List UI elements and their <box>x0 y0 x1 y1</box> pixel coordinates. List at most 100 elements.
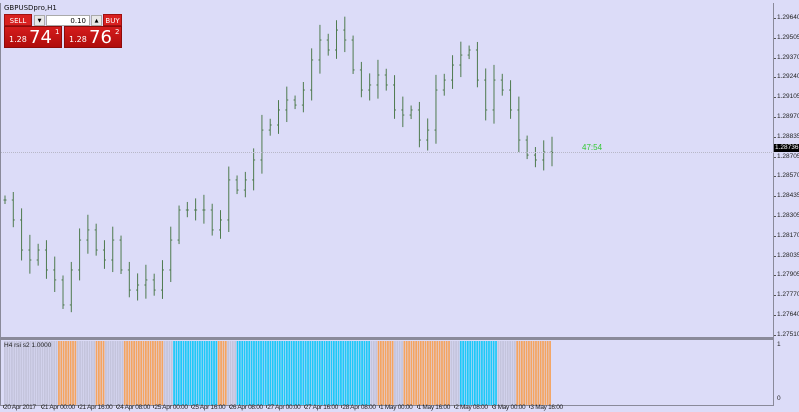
histogram-bar-low <box>130 341 133 405</box>
histogram-bar-low <box>217 341 220 405</box>
ohlc-bar <box>343 16 347 53</box>
sell-price-button[interactable]: 1.28 74 1 <box>4 26 62 48</box>
price-axis-label: 1.29240 <box>777 73 799 81</box>
histogram-bar-high <box>297 341 300 405</box>
histogram-bar-high <box>269 341 272 405</box>
histogram-bar-neutral <box>25 341 27 405</box>
histogram-bar-high <box>304 341 307 405</box>
histogram-bar-high <box>276 341 279 405</box>
lot-size-input[interactable]: 0.10 <box>46 15 90 26</box>
histogram-bar-high <box>481 341 483 405</box>
histogram-bar-low <box>142 341 145 405</box>
histogram-bar-neutral <box>51 341 53 405</box>
ohlc-bar <box>285 86 289 123</box>
ohlc-bar <box>44 240 48 279</box>
ohlc-bar <box>127 261 131 298</box>
histogram-bar-neutral <box>109 341 112 405</box>
histogram-bar-low <box>532 341 535 405</box>
histogram-bar-high <box>302 341 305 405</box>
histogram-bar-high <box>250 341 253 405</box>
histogram-bar-high <box>187 341 190 405</box>
ohlc-bar <box>194 198 198 221</box>
histogram-bar-neutral <box>502 341 504 405</box>
price-axis-label: 1.28170 <box>777 231 799 239</box>
histogram-bar-high <box>253 341 255 405</box>
histogram-bar-high <box>476 341 479 405</box>
histogram-bar-low <box>528 341 530 405</box>
histogram-bar-neutral <box>234 341 237 405</box>
histogram-bar-neutral <box>401 341 403 405</box>
time-axis-tick <box>115 405 117 408</box>
histogram-bar-neutral <box>15 341 18 405</box>
price-axis-label: 1.27905 <box>777 271 799 279</box>
sell-button[interactable]: SELL <box>4 14 32 26</box>
histogram-bar-neutral <box>506 341 509 405</box>
histogram-bar-neutral <box>497 341 500 405</box>
price-axis-label: 1.29105 <box>777 93 799 101</box>
histogram-bar-low <box>147 341 150 405</box>
indicator-window[interactable]: H4 rsi s2 1.0000 <box>0 338 774 406</box>
histogram-bar-high <box>281 341 284 405</box>
histogram-bar-low <box>128 341 131 405</box>
price-axis-tick <box>774 97 776 99</box>
indicator-scale-min: 0 <box>777 395 781 402</box>
histogram-bar-high <box>182 341 185 405</box>
histogram-bar-high <box>290 341 293 405</box>
price-axis-label: 1.29640 <box>777 14 799 21</box>
histogram-bar-neutral <box>53 341 56 405</box>
price-axis-label: 1.27510 <box>777 330 799 338</box>
histogram-bar-high <box>248 341 251 405</box>
histogram-bar-high <box>213 341 215 405</box>
ohlc-bar <box>550 136 554 167</box>
histogram-bar-high <box>330 341 333 405</box>
histogram-bar-low <box>133 341 135 405</box>
ohlc-bar <box>119 235 123 274</box>
ohlc-bar <box>36 243 40 266</box>
histogram-bar-low <box>220 341 222 405</box>
lot-decrease-button[interactable]: ▼ <box>34 15 45 26</box>
histogram-bar-low <box>154 341 157 405</box>
ohlc-bar <box>426 118 430 151</box>
ohlc-bar <box>351 35 355 74</box>
price-chart-window[interactable]: GBPUSDpro,H1 SELL ▼ 0.10 ▲ BUY 1.28 74 1… <box>0 3 775 338</box>
histogram-bar-low <box>546 341 549 405</box>
lot-increase-button[interactable]: ▲ <box>91 15 102 26</box>
ohlc-bar <box>459 41 463 78</box>
histogram-bar-low <box>518 341 521 405</box>
price-axis-label: 1.28835 <box>777 132 799 140</box>
time-axis-tick <box>379 405 380 408</box>
ohlc-bar <box>533 147 537 168</box>
histogram-bar-high <box>311 341 314 405</box>
buy-price-button[interactable]: 1.28 76 2 <box>64 26 122 48</box>
chart-title: GBPUSDpro,H1 <box>4 4 57 12</box>
histogram-bar-high <box>300 341 302 405</box>
histogram-bar-high <box>215 341 218 405</box>
histogram-bar-high <box>318 341 321 405</box>
histogram-bar-neutral <box>119 341 121 405</box>
histogram-bar-neutral <box>450 341 453 405</box>
histogram-bar-low <box>403 341 406 405</box>
histogram-bar-high <box>236 341 239 405</box>
histogram-bar-high <box>349 341 352 405</box>
histogram-bar-low <box>135 341 138 405</box>
histogram-bar-high <box>210 341 213 405</box>
time-axis-label: 24 Apr 08:00 <box>116 404 151 411</box>
histogram-bar-low <box>72 341 74 405</box>
histogram-bar-neutral <box>227 341 229 405</box>
ohlc-bar <box>475 41 479 88</box>
buy-button[interactable]: BUY <box>103 14 122 26</box>
ohlc-bar <box>177 205 181 245</box>
histogram-bar-neutral <box>93 341 96 405</box>
histogram-bar-neutral <box>32 341 34 405</box>
time-axis-tick <box>266 405 268 408</box>
ohlc-chart[interactable] <box>1 3 775 338</box>
histogram-bar-neutral <box>90 341 93 405</box>
time-axis-tick <box>454 405 456 408</box>
histogram-bar-low <box>102 341 105 405</box>
histogram-bar-neutral <box>13 341 16 405</box>
histogram-bar-high <box>335 341 338 405</box>
histogram-bar-low <box>391 341 394 405</box>
ohlc-bar <box>78 228 82 281</box>
ohlc-bar <box>434 74 438 144</box>
histogram-bar-high <box>264 341 267 405</box>
